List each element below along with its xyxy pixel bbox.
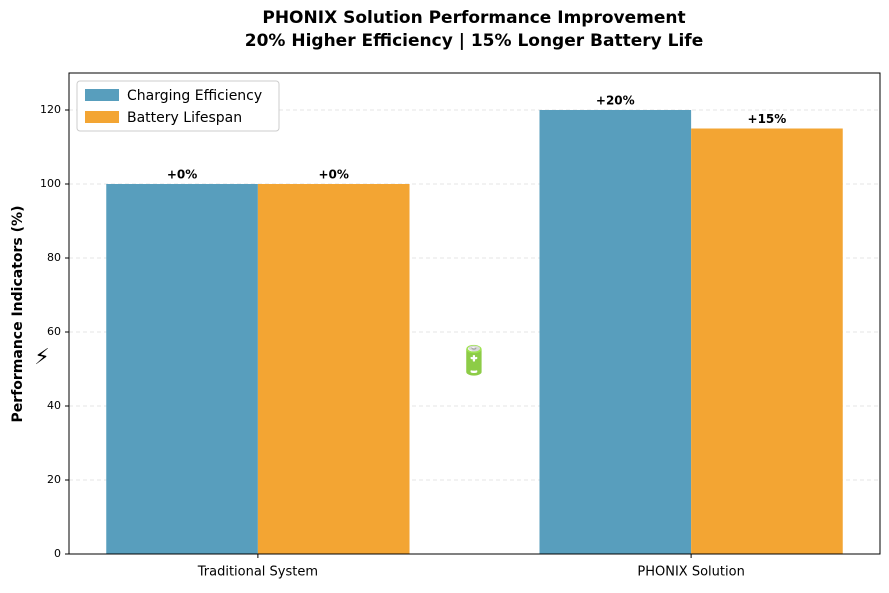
y-tick-label: 0 [54,547,61,560]
change-label: +0% [167,168,197,182]
y-axis-label: Performance Indicators (%) [10,206,26,423]
y-tick-label: 100 [40,177,61,190]
legend-label: Battery Lifespan [127,110,242,126]
y-tick-label: 80 [47,251,61,264]
change-label: +15% [748,112,787,126]
chart-subtitle: 20% Higher Efficiency | 15% Longer Batte… [245,31,704,51]
bar [106,184,258,554]
legend-swatch [85,89,119,101]
x-tick-label: Traditional System [197,565,318,580]
legend-label: Charging Efficiency [127,88,262,104]
change-label: +20% [596,94,635,108]
plot-frame [68,72,881,555]
chart-title: PHONIX Solution Performance Improvement [262,8,685,28]
bar [691,128,843,554]
icon-annotation: ⚡ [34,345,49,370]
icon-annotation: 🔋 [457,344,492,377]
y-tick-label: 40 [47,399,61,412]
change-label: +0% [318,168,348,182]
bar [539,110,692,554]
legend-box [76,80,280,132]
y-tick-label: 20 [47,473,61,486]
x-tick-label: PHONIX Solution [637,565,744,580]
bar [257,184,410,554]
legend-swatch [85,111,119,123]
y-tick-label: 120 [40,103,61,116]
y-tick-label: 60 [47,325,61,338]
